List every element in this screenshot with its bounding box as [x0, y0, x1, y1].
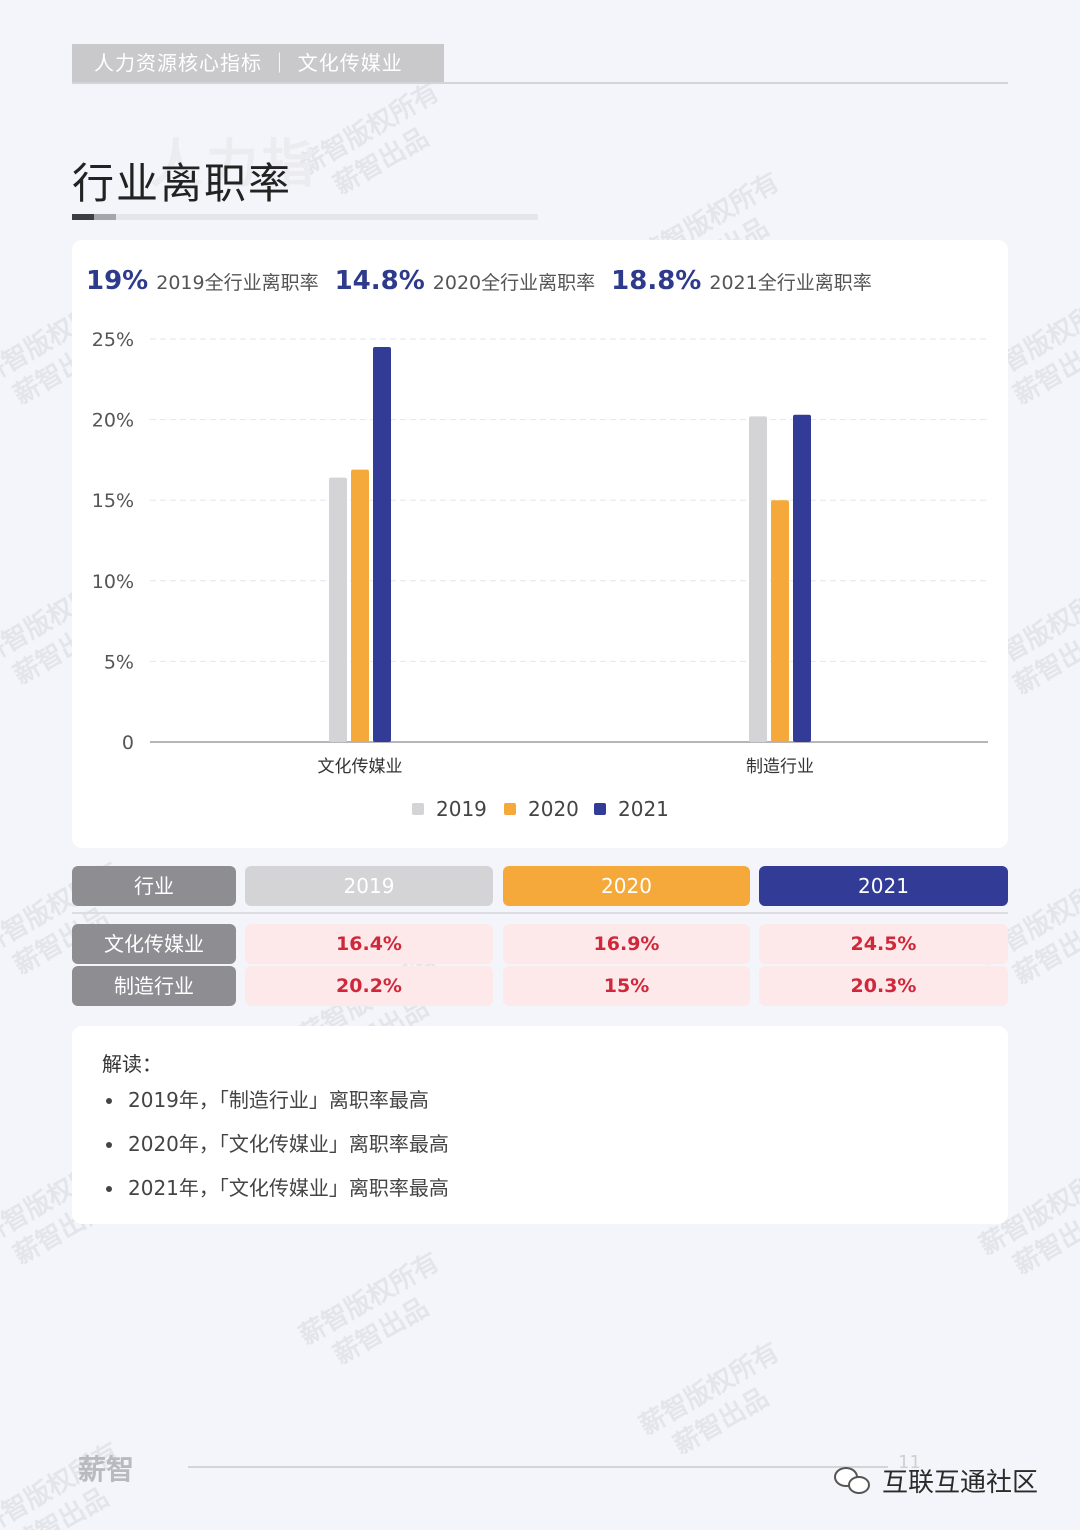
- legend-label: 2021: [618, 797, 669, 821]
- footer-logo: 薪智: [78, 1453, 135, 1486]
- ghost-section-title: 人力指: [150, 135, 319, 195]
- title-underline: [72, 214, 538, 220]
- chart-card: 19% 2019全行业离职率 14.8% 2020全行业离职率 18.8% 20…: [72, 240, 1008, 848]
- x-tick-label: 文化传媒业: [318, 757, 403, 777]
- kpi-2019: 19% 2019全行业离职率: [86, 266, 319, 296]
- table-divider: [72, 912, 1008, 914]
- footer-social-badge: 互联互通社区: [834, 1462, 1038, 1499]
- y-tick-label: 0: [122, 732, 134, 754]
- table-cell: 16.4%: [245, 924, 493, 964]
- watermark-text: 薪智版权所有薪智出品: [294, 1247, 445, 1371]
- table-cell: 20.3%: [759, 966, 1008, 1006]
- y-tick-label: 5%: [104, 651, 134, 673]
- bar-2019: [749, 416, 767, 742]
- kpi-value: 19%: [86, 266, 149, 296]
- table-cell: 15%: [503, 966, 750, 1006]
- legend-label: 2019: [436, 797, 487, 821]
- legend-swatch: [594, 803, 606, 815]
- table-header-2019: 2019: [245, 866, 493, 906]
- list-item: 2020年，「文化传媒业」离职率最高: [102, 1130, 449, 1174]
- table-cell: 24.5%: [759, 924, 1008, 964]
- underline-gray-segment: [94, 214, 116, 220]
- kpi-label: 2021全行业离职率: [709, 272, 872, 294]
- interpretation-list: 2019年，「制造行业」离职率最高 2020年，「文化传媒业」离职率最高 202…: [102, 1086, 449, 1218]
- y-tick-label: 25%: [92, 329, 134, 351]
- list-item: 2019年，「制造行业」离职率最高: [102, 1086, 449, 1130]
- kpi-2021: 18.8% 2021全行业离职率: [611, 266, 872, 296]
- x-tick-label: 制造行业: [746, 757, 814, 777]
- bar-2021: [373, 347, 391, 742]
- social-account-name: 互联互通社区: [882, 1468, 1039, 1498]
- kpi-label: 2020全行业离职率: [432, 272, 596, 294]
- table-cell: 20.2%: [245, 966, 493, 1006]
- header-breadcrumb: 人力资源核心指标 ｜ 文化传媒业: [72, 44, 444, 82]
- bar-2020: [351, 469, 369, 742]
- table-cell: 16.9%: [503, 924, 750, 964]
- table-header-industry: 行业: [72, 866, 236, 906]
- y-tick-label: 10%: [92, 571, 134, 593]
- bar-2020: [771, 500, 789, 742]
- footer-divider: [188, 1466, 888, 1468]
- table-header-2020: 2020: [503, 866, 750, 906]
- table-row-label: 文化传媒业: [72, 924, 236, 964]
- legend-swatch: [412, 803, 424, 815]
- y-tick-label: 15%: [92, 490, 134, 512]
- page-number: 11: [898, 1452, 921, 1473]
- table-row-label: 制造行业: [72, 966, 236, 1006]
- page-title: 行业离职率: [72, 159, 293, 208]
- watermark-text: 薪智版权所有薪智出品: [634, 1337, 785, 1461]
- kpi-value: 18.8%: [611, 266, 702, 296]
- table-header-2021: 2021: [759, 866, 1008, 906]
- legend-swatch: [504, 803, 516, 815]
- kpi-row: 19% 2019全行业离职率 14.8% 2020全行业离职率 18.8% 20…: [86, 266, 888, 296]
- wechat-icon: [834, 1465, 874, 1497]
- watermark-text: 薪智版权所有薪智出品: [294, 77, 445, 201]
- interpretation-card: 解读： 2019年，「制造行业」离职率最高 2020年，「文化传媒业」离职率最高…: [72, 1026, 1008, 1224]
- bar-2019: [329, 477, 347, 742]
- underline-dark-segment: [72, 214, 94, 220]
- y-tick-label: 20%: [92, 410, 134, 432]
- kpi-label: 2019全行业离职率: [156, 272, 319, 294]
- list-item: 2021年，「文化传媒业」离职率最高: [102, 1174, 449, 1218]
- bar-chart: 0 5% 10% 15% 20% 25% 文化传媒业 制造行业 2019 2020 2021: [92, 329, 988, 821]
- bar-2021: [793, 414, 811, 742]
- legend-label: 2020: [528, 797, 579, 821]
- kpi-2020: 14.8% 2020全行业离职率: [335, 266, 596, 296]
- header-divider: [72, 82, 1008, 84]
- interpretation-title: 解读：: [102, 1052, 162, 1076]
- kpi-value: 14.8%: [334, 266, 425, 296]
